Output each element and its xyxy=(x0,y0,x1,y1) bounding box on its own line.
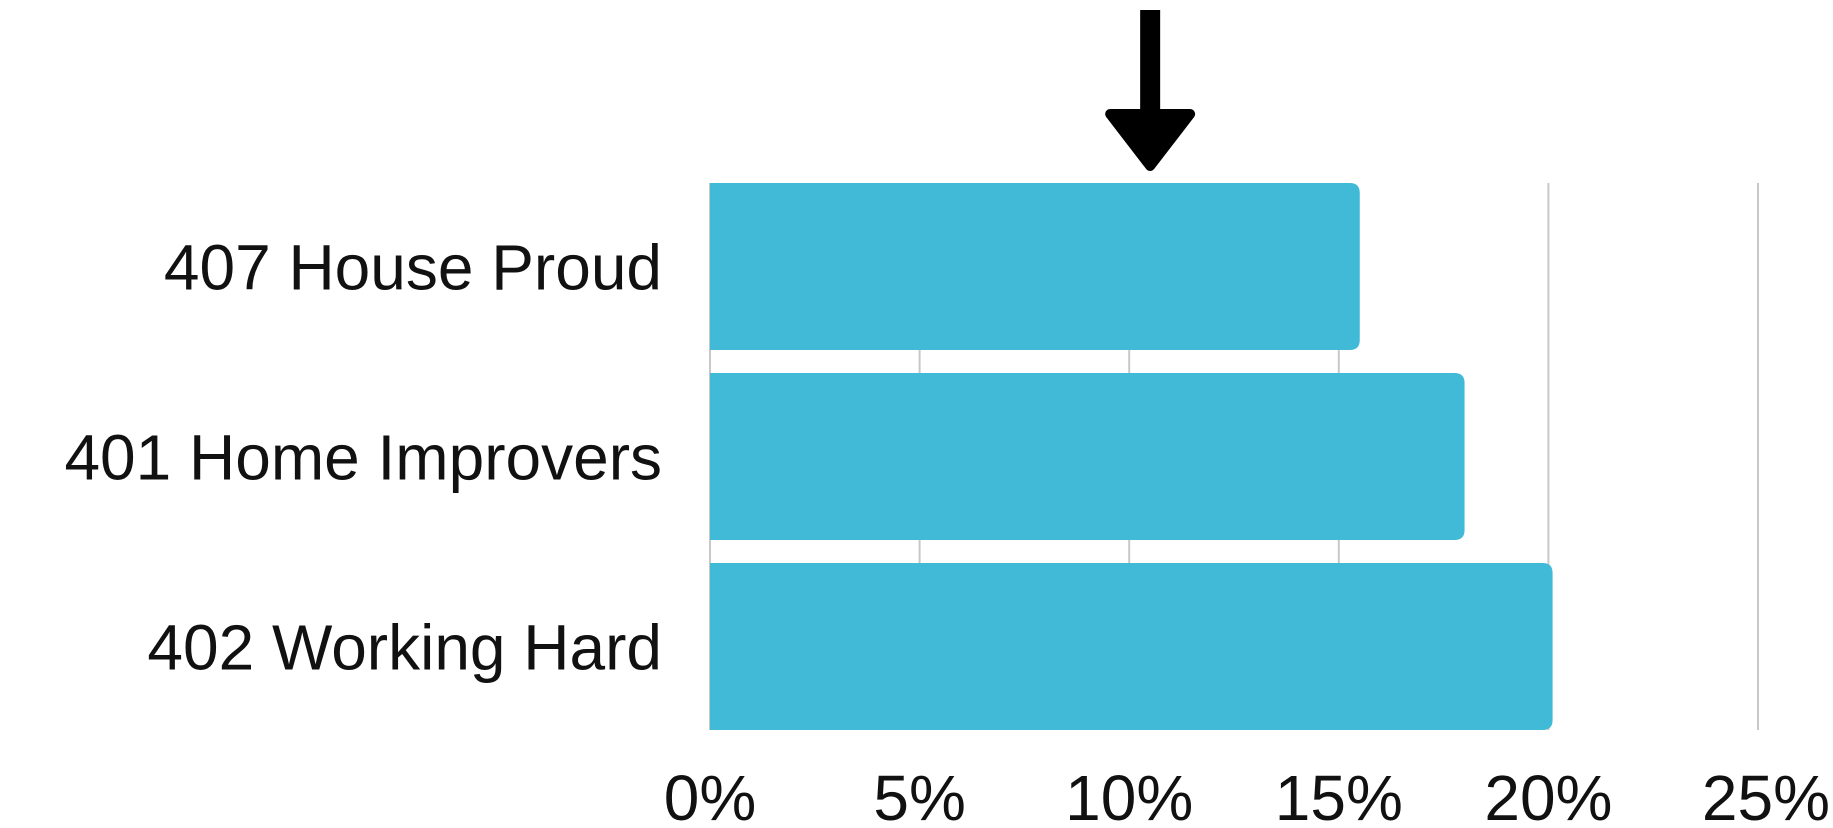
x-tick-label: 10% xyxy=(1065,762,1193,823)
x-tick-label: 15% xyxy=(1275,762,1403,823)
category-label: 407 House Proud xyxy=(164,232,662,304)
x-tick-label: 5% xyxy=(873,762,966,823)
category-labels: 407 House Proud 401 Home Improvers 402 Wor… xyxy=(64,232,662,684)
bars xyxy=(710,183,1553,730)
x-tick-label: 20% xyxy=(1484,762,1612,823)
arrow-down-icon xyxy=(1105,109,1196,171)
arrow-shaft xyxy=(1140,10,1161,122)
category-label: 402 Working Hard xyxy=(147,612,662,684)
annotation xyxy=(1105,10,1196,171)
x-tick-label: 25% xyxy=(1702,762,1830,823)
bar-402-working-hard xyxy=(710,563,1553,730)
bar-401-home-improvers xyxy=(710,373,1465,540)
x-tick-label: 0% xyxy=(664,762,757,823)
x-tick-labels: 0% 5% 10% 15% 20% 25% xyxy=(664,762,1830,828)
bar-407-house-proud xyxy=(710,183,1360,350)
category-label: 401 Home Improvers xyxy=(64,422,662,494)
